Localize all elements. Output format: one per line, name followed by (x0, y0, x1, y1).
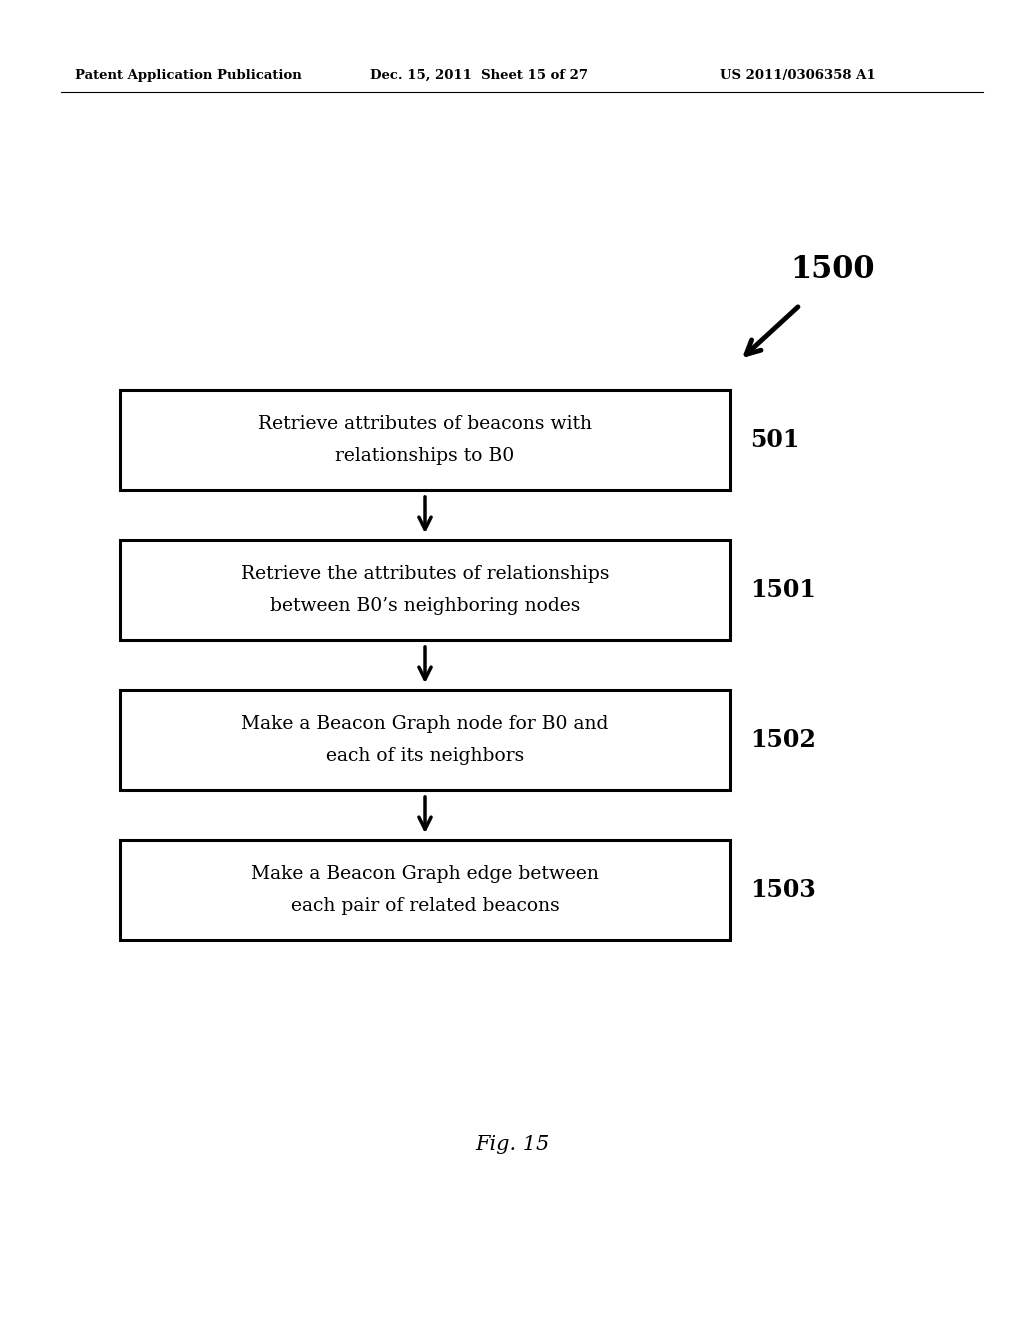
Bar (120, 840, 730, 940)
Text: relationships to B0: relationships to B0 (336, 447, 515, 465)
Text: 1500: 1500 (790, 255, 874, 285)
Text: 1503: 1503 (750, 878, 816, 902)
Text: between B0’s neighboring nodes: between B0’s neighboring nodes (269, 597, 581, 615)
Text: Patent Application Publication: Patent Application Publication (75, 69, 302, 82)
Text: each pair of related beacons: each pair of related beacons (291, 898, 559, 915)
Text: 1502: 1502 (750, 729, 816, 752)
Bar (120, 690, 730, 789)
Bar (120, 389, 730, 490)
Text: Make a Beacon Graph edge between: Make a Beacon Graph edge between (251, 865, 599, 883)
Bar (120, 540, 730, 640)
Text: each of its neighbors: each of its neighbors (326, 747, 524, 766)
Text: Dec. 15, 2011  Sheet 15 of 27: Dec. 15, 2011 Sheet 15 of 27 (370, 69, 588, 82)
Text: 1501: 1501 (750, 578, 816, 602)
Text: Make a Beacon Graph node for B0 and: Make a Beacon Graph node for B0 and (242, 715, 608, 733)
Text: 501: 501 (750, 428, 800, 451)
Text: US 2011/0306358 A1: US 2011/0306358 A1 (720, 69, 876, 82)
Text: Retrieve attributes of beacons with: Retrieve attributes of beacons with (258, 414, 592, 433)
Text: Retrieve the attributes of relationships: Retrieve the attributes of relationships (241, 565, 609, 583)
Text: Fig. 15: Fig. 15 (475, 1135, 549, 1155)
